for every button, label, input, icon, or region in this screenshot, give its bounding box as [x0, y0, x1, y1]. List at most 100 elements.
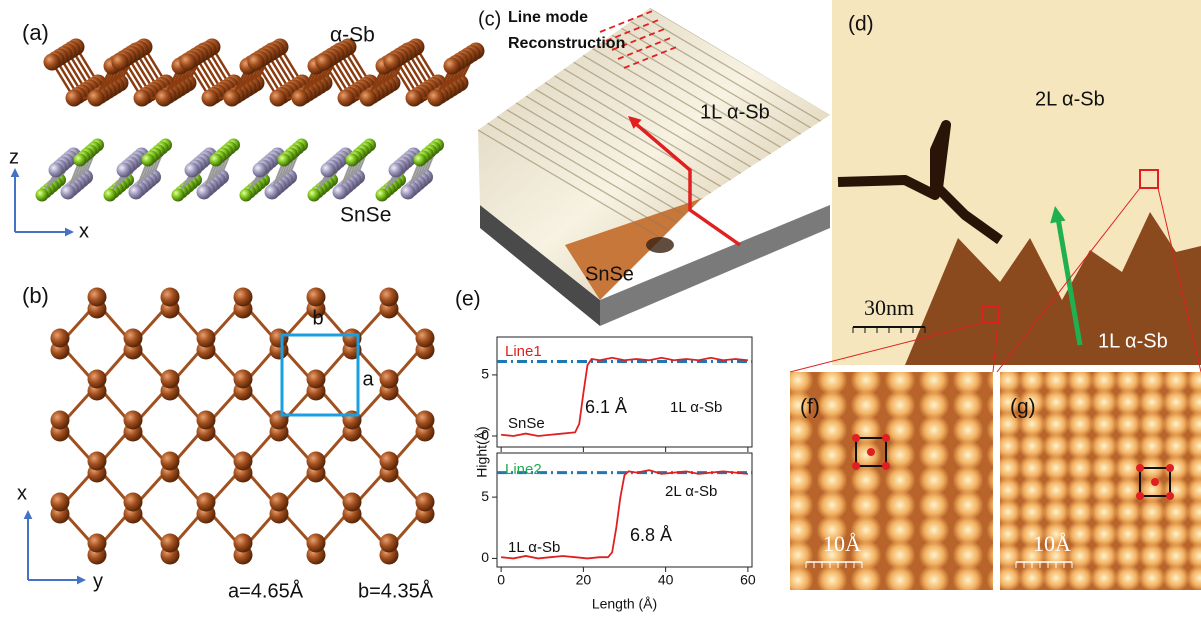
atomic-spot — [1042, 410, 1070, 438]
atomic-spot — [1186, 410, 1201, 438]
y-tick-label: 0 — [481, 549, 489, 565]
atomic-spot — [850, 514, 882, 546]
atom — [247, 53, 265, 71]
atom — [196, 410, 216, 430]
x-tick-label: 20 — [576, 572, 592, 588]
atom — [233, 533, 253, 553]
unit-cell — [280, 333, 360, 417]
atomic-spot — [1018, 476, 1046, 504]
atom — [269, 492, 289, 512]
atomic-spot — [1090, 476, 1118, 504]
atomic-spot — [952, 414, 984, 446]
side-face — [600, 205, 830, 326]
atomic-spot — [884, 464, 916, 496]
atom — [123, 328, 143, 348]
atomic-spot — [1090, 388, 1118, 416]
atomic-spot — [1186, 542, 1201, 570]
atomic-spot — [1114, 476, 1142, 504]
zoom-line — [1157, 187, 1201, 373]
atomic-spot — [790, 514, 814, 546]
cell-atom — [1166, 492, 1174, 500]
atomic-spot — [1090, 498, 1118, 526]
atomic-spot — [884, 439, 916, 471]
plot-frame — [496, 452, 753, 568]
atom — [269, 410, 289, 430]
cell-atom — [1151, 478, 1159, 486]
surface — [478, 8, 830, 300]
atomic-spot — [1114, 498, 1142, 526]
atomic-spot — [816, 514, 848, 546]
label: z — [9, 146, 19, 168]
atomic-spot — [790, 372, 814, 396]
atomic-spot — [1018, 564, 1046, 590]
atom — [160, 451, 180, 471]
atom — [379, 451, 399, 471]
arrow-head — [628, 116, 642, 129]
label: (b) — [22, 283, 49, 308]
atom — [87, 533, 107, 553]
atom — [209, 153, 223, 167]
label: 10Å — [1033, 531, 1071, 556]
label: a=4.65Å — [228, 579, 304, 602]
atomic-spot — [1066, 498, 1094, 526]
atom — [359, 89, 377, 107]
x-axis-label: Length (Å) — [592, 596, 657, 612]
label: y — [93, 570, 103, 592]
atomic-spot — [1090, 432, 1118, 460]
atom — [383, 53, 401, 71]
atom — [184, 162, 200, 178]
atom — [133, 89, 151, 107]
label: SnSe — [340, 204, 391, 227]
atom — [160, 533, 180, 553]
atomic-spot — [1066, 432, 1094, 460]
atomic-spot — [884, 389, 916, 421]
atom — [50, 410, 70, 430]
zoom-line — [789, 322, 983, 373]
label: (a) — [22, 20, 49, 45]
annotation: 1L α-Sb — [670, 399, 722, 416]
atomic-spot — [918, 414, 950, 446]
atomic-spot — [816, 389, 848, 421]
label: Reconstruction — [508, 35, 625, 52]
atom — [307, 188, 321, 202]
atom — [171, 188, 185, 202]
atomic-spot — [816, 489, 848, 521]
atom — [264, 184, 280, 200]
label: 1L α-Sb — [700, 101, 770, 123]
unit-cell — [1139, 467, 1171, 497]
atom — [400, 184, 416, 200]
atomic-spot — [1018, 372, 1046, 394]
atom — [332, 184, 348, 200]
atomic-spot — [1042, 454, 1070, 482]
atom — [252, 162, 268, 178]
zoom-line — [996, 187, 1141, 373]
atom — [201, 89, 219, 107]
atom — [306, 451, 326, 471]
atom — [179, 53, 197, 71]
atomic-spot — [1000, 454, 1022, 482]
atomic-spot — [1162, 410, 1190, 438]
atom — [405, 89, 423, 107]
atomic-spot — [884, 564, 916, 590]
atom — [379, 369, 399, 389]
atomic-spot — [1042, 542, 1070, 570]
atomic-spot — [1000, 498, 1022, 526]
atom — [337, 89, 355, 107]
atomic-spot — [1042, 476, 1070, 504]
atomic-spot — [1090, 542, 1118, 570]
label: 30nm — [864, 295, 914, 320]
atomic-spot — [1090, 520, 1118, 548]
atomic-spot — [816, 414, 848, 446]
atomic-spot — [1018, 388, 1046, 416]
atomic-spot — [1162, 520, 1190, 548]
atom — [233, 369, 253, 389]
atom — [345, 153, 359, 167]
atomic-spot — [952, 489, 984, 521]
atomic-spot — [918, 464, 950, 496]
atomic-spot — [1000, 372, 1022, 394]
atomic-spot — [850, 389, 882, 421]
atomic-spot — [1018, 542, 1046, 570]
atomic-spot — [1042, 388, 1070, 416]
